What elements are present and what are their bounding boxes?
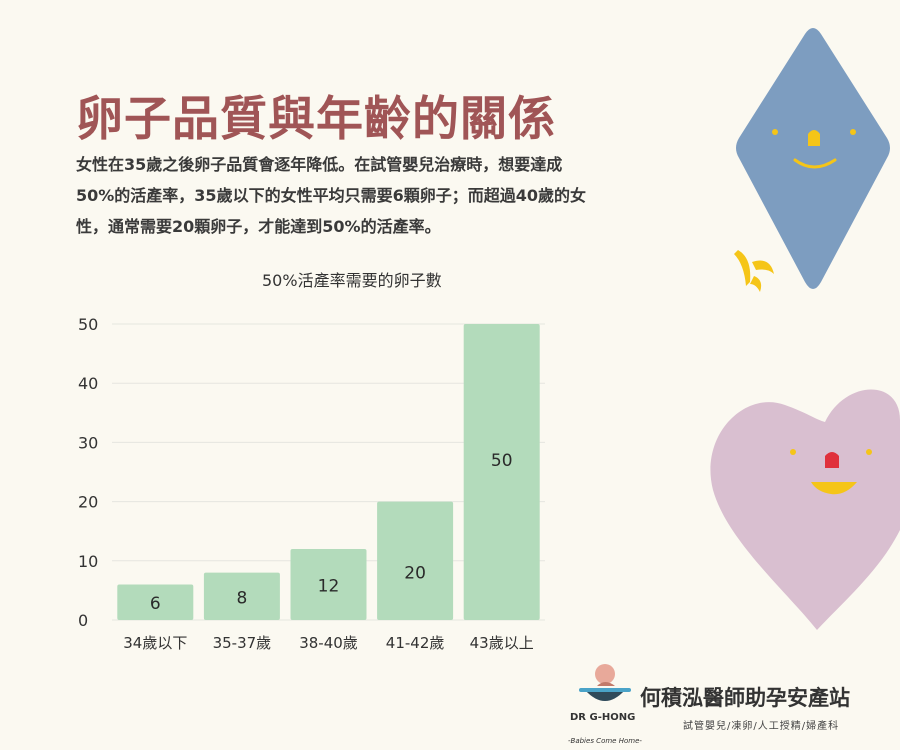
heart-right-eye [866,449,872,455]
y-tick-label: 10 [78,552,98,571]
bar-value-label: 8 [236,588,247,608]
yellow-doodle-icon [734,250,774,292]
clinic-logo-icon [579,664,631,701]
bar-value-label: 50 [491,451,513,471]
bar [117,584,194,620]
page-description: 女性在35歲之後卵子品質會逐年降低。在試管嬰兒治療時，想要達成50%的活產率，3… [76,155,586,236]
chart-title: 50%活產率需要的卵子數 [262,271,442,290]
x-category-label: 34歲以下 [123,634,187,652]
page-title: 卵子品質與年齡的關係 [76,92,556,147]
logo-tagline: -Babies Come Home- [568,737,642,745]
y-tick-label: 40 [78,374,98,393]
diamond-smile [793,158,837,169]
bar [203,572,280,620]
clinic-services: 試管嬰兒/凍卵/人工授精/婦產科 [683,721,840,732]
x-category-label: 43歲以上 [470,634,534,652]
diamond-shape [736,28,890,289]
bar [463,324,540,620]
diamond-face-illustration [736,28,890,289]
diamond-left-eye [772,129,778,135]
bar-value-label: 6 [150,594,161,614]
x-category-label: 35-37歲 [213,634,272,652]
heart-shape [710,389,900,630]
y-tick-label: 0 [78,611,88,630]
bar [290,548,367,620]
diamond-nose [808,130,820,146]
heart-smile [811,482,857,495]
bar [377,501,454,620]
y-tick-label: 50 [78,315,98,334]
y-tick-label: 20 [78,493,98,512]
heart-nose [825,452,839,468]
heart-face-illustration [710,389,900,630]
bar-value-label: 12 [318,576,340,596]
logo-text: DR G-HONG [570,712,636,723]
y-tick-label: 30 [78,433,98,452]
x-category-label: 38-40歲 [299,634,358,652]
heart-left-eye [790,449,796,455]
bar-value-label: 20 [404,564,426,584]
x-category-label: 41-42歲 [386,634,445,652]
diamond-right-eye [850,129,856,135]
clinic-name: 何積泓醫師助孕安產站 [640,686,850,710]
